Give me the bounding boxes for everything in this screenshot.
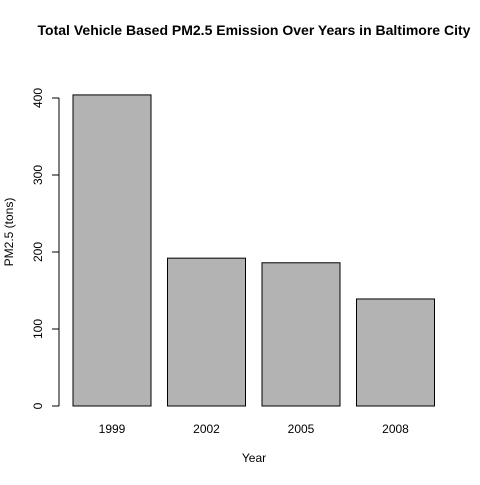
x-tick-labels: 1999 2002 2005 2008 [99,422,410,436]
x-tick-label-2002: 2002 [193,422,220,436]
x-tick-label-2005: 2005 [288,422,315,436]
y-tick-label-300: 300 [31,165,45,185]
bar-2005 [261,262,341,407]
y-tick-label-0: 0 [31,402,45,409]
x-tick-label-1999: 1999 [99,422,126,436]
y-tick-label-200: 200 [31,242,45,262]
y-axis: 0 100 200 300 400 [31,88,60,409]
bar-1999 [72,94,152,407]
x-tick-label-2008: 2008 [382,422,409,436]
chart-title: Total Vehicle Based PM2.5 Emission Over … [38,22,471,38]
y-tick-label-400: 400 [31,88,45,108]
y-tick-label-100: 100 [31,319,45,339]
bar-2008 [356,298,435,407]
y-axis-label: PM2.5 (tons) [2,198,16,267]
x-axis-label: Year [242,451,266,465]
bars-group [72,94,435,407]
bar-2002 [167,257,246,407]
